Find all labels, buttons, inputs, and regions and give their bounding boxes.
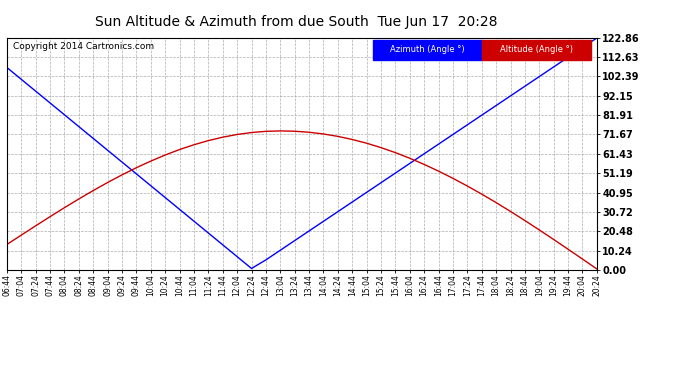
Bar (373, 40, 482, 60)
Text: Copyright 2014 Cartronics.com: Copyright 2014 Cartronics.com (13, 42, 154, 51)
Bar (482, 40, 591, 60)
Text: Sun Altitude & Azimuth from due South  Tue Jun 17  20:28: Sun Altitude & Azimuth from due South Tu… (95, 15, 498, 29)
Text: Azimuth (Angle °): Azimuth (Angle °) (390, 45, 464, 54)
Text: Altitude (Angle °): Altitude (Angle °) (500, 45, 573, 54)
